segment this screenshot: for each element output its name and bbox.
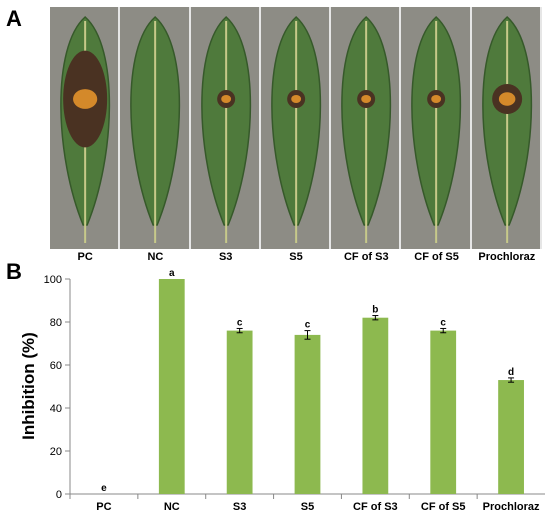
significance-letter: c [237,317,243,328]
leaf-label: Prochloraz [478,251,536,263]
leaf-label: NC [147,251,164,263]
leaf-photo [50,7,121,249]
bar [362,317,389,494]
significance-letter: c [305,320,311,331]
leaf-photo [260,7,332,249]
y-tick-label: 40 [50,403,62,415]
significance-letter: c [440,317,446,328]
bar [430,330,457,494]
x-tick-label: Prochloraz [483,501,540,513]
leaf-label: PC [77,251,93,263]
y-tick-label: 20 [50,446,62,458]
significance-letter: b [372,305,378,316]
significance-letter: d [508,367,514,378]
significance-letter: a [169,268,175,279]
spore-mass [220,94,231,104]
spore-mass [361,94,372,104]
x-axis: PC NC S3 S5 CF of S3 CF of S5 Prochloraz [69,493,545,513]
inhibition-bar-chart: 0 20 40 60 80 100 PC NC S3 S5 CF of S3 CF of S5 Pro… [19,268,545,513]
panel-b-letter: B [6,259,22,284]
bars: e a c c b c d [101,268,524,494]
y-tick-label: 100 [44,274,62,286]
y-tick-label: 60 [50,360,62,372]
x-tick-label: PC [96,501,111,513]
y-tick-label: 0 [56,489,62,501]
bar [498,380,524,494]
leaf-photo [120,7,191,249]
spore-mass [73,89,98,109]
leaf-photo [190,7,261,249]
y-tick-label: 80 [50,317,62,329]
leaf-label: S5 [289,251,303,263]
leaf-label: CF of S3 [343,251,389,263]
x-tick-label: S3 [233,501,246,513]
leaf-photo [471,7,542,249]
spore-mass [431,94,442,104]
x-tick-label: CF of S5 [421,501,466,513]
leaf-photo-strip [50,7,542,249]
x-tick-label: S5 [301,501,314,513]
spore-mass [498,92,516,106]
leaf-label: S3 [218,251,233,263]
leaf-photo [331,7,402,249]
x-tick-label: NC [164,501,180,513]
bar [226,330,253,494]
y-axis: 0 20 40 60 80 100 [44,274,71,501]
bar [158,279,185,494]
x-tick-label: CF of S3 [353,501,398,513]
leaf-label: CF of S5 [414,251,459,263]
significance-letter: e [101,483,107,494]
y-axis-label: Inhibition (%) [19,332,38,440]
panel-a-letter: A [6,6,22,31]
spore-mass [291,94,301,104]
leaf-photo [401,7,472,249]
bar [294,334,321,494]
